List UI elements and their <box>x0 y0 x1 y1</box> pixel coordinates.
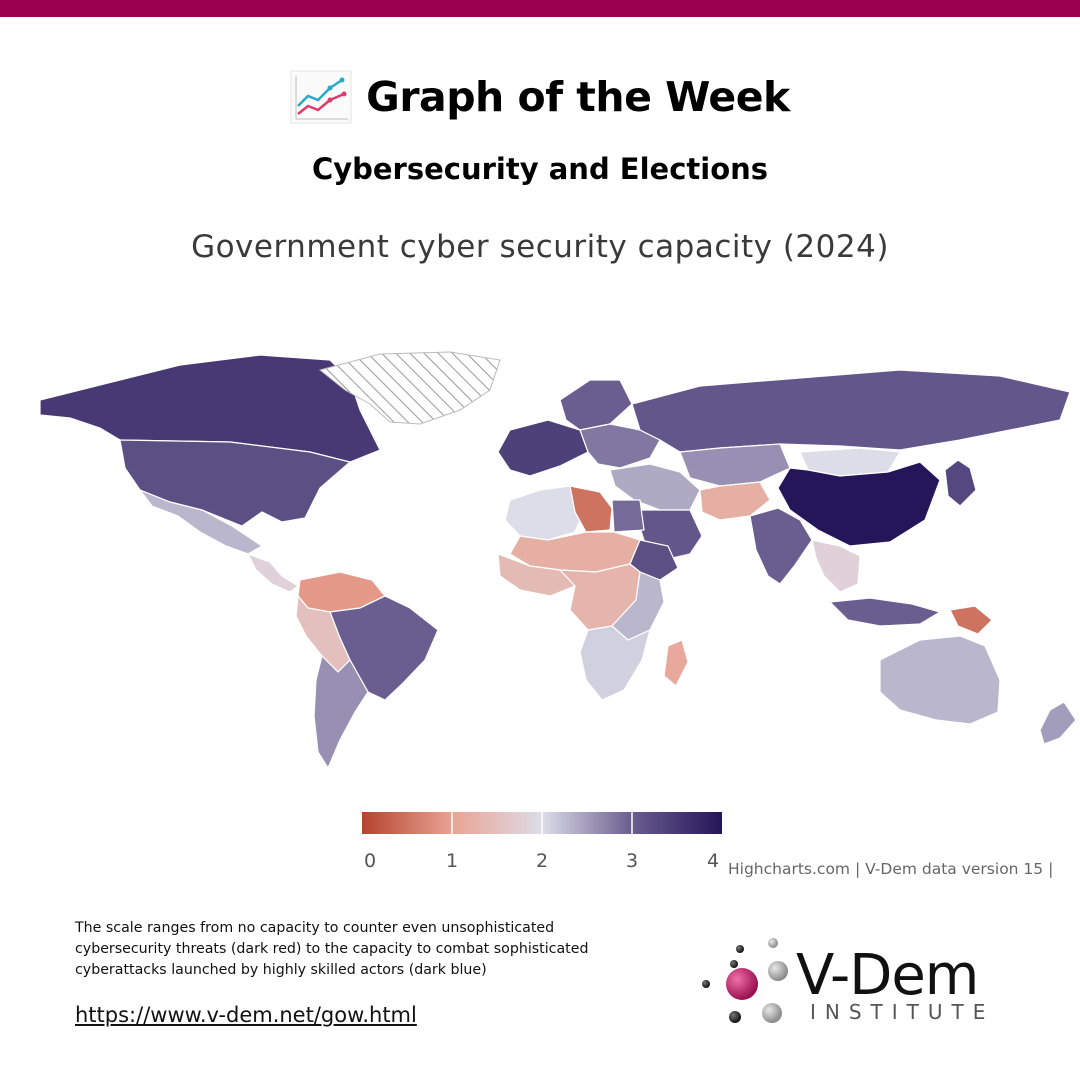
region-china[interactable] <box>777 461 941 547</box>
region-australia[interactable] <box>879 635 1001 725</box>
region-united-states[interactable] <box>119 439 352 527</box>
legend-tick-0: 0 <box>363 850 377 872</box>
region-canada[interactable] <box>39 354 381 463</box>
region-papua-new-guinea[interactable] <box>949 605 993 635</box>
region-central-america[interactable] <box>246 552 300 593</box>
region-madagascar[interactable] <box>663 639 689 687</box>
region-indonesia[interactable] <box>828 597 942 627</box>
region-egypt[interactable] <box>611 499 645 533</box>
legend-tick-3: 3 <box>625 850 639 872</box>
header: Graph of the Week <box>0 70 1080 124</box>
region-argentina-chile[interactable] <box>313 654 369 770</box>
region-greenland <box>318 351 501 425</box>
region-japan-korea[interactable] <box>944 459 977 507</box>
legend-color-bar <box>362 812 722 834</box>
region-central-asia[interactable] <box>679 443 791 487</box>
region-western-europe[interactable] <box>497 419 589 477</box>
world-map <box>39 351 1077 770</box>
legend-tick-1: 1 <box>445 850 459 872</box>
region-india[interactable] <box>749 507 813 585</box>
page-subtitle: Cybersecurity and Elections <box>311 152 769 186</box>
legend-tick-4: 4 <box>706 850 720 872</box>
region-north-africa[interactable] <box>504 485 587 541</box>
vdem-logo-dots-icon <box>702 938 788 1023</box>
region-southern-africa[interactable] <box>579 625 651 701</box>
region-libya[interactable] <box>569 485 613 533</box>
logo-subtitle: INSTITUTE <box>810 1000 995 1024</box>
source-link[interactable]: https://www.v-dem.net/gow.html <box>75 1003 417 1027</box>
legend-tick-2: 2 <box>535 850 549 872</box>
region-russia[interactable] <box>631 369 1071 453</box>
vdem-logo: V-Dem INSTITUTE <box>698 935 1018 1030</box>
logo-wordmark: V-Dem <box>796 943 979 1008</box>
region-southeast-asia[interactable] <box>811 539 861 593</box>
chart-credits[interactable]: Highcharts.com | V-Dem data version 15 | <box>728 860 1054 878</box>
chart-line-icon <box>290 70 352 124</box>
region-iran-afghanistan[interactable] <box>699 481 771 521</box>
region-new-zealand[interactable] <box>1039 701 1077 745</box>
region-west-africa[interactable] <box>497 553 577 597</box>
page-title: Graph of the Week <box>366 73 790 121</box>
scale-description: The scale ranges from no capacity to cou… <box>75 920 589 978</box>
chart-title: Government cyber security capacity (2024… <box>191 229 889 265</box>
top-accent-bar <box>0 0 1080 17</box>
region-scandinavia[interactable] <box>559 379 633 431</box>
